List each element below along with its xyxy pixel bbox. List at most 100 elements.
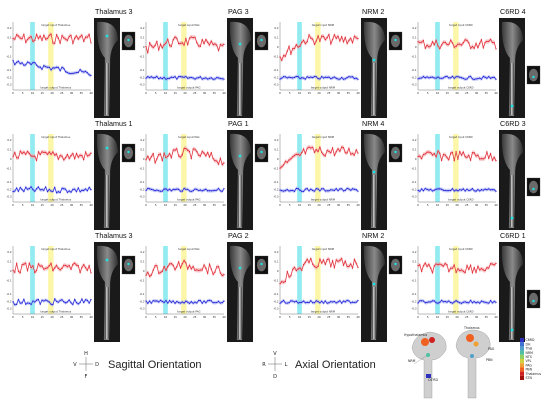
output-label: target output C6RD bbox=[448, 86, 473, 90]
input-point bbox=[165, 156, 167, 159]
input-point bbox=[304, 261, 307, 264]
output-point bbox=[216, 189, 218, 191]
output-point bbox=[306, 76, 308, 78]
output-point bbox=[439, 188, 441, 190]
output-point bbox=[462, 188, 464, 190]
input-point bbox=[453, 264, 455, 266]
sagittal-compass: H F V D bbox=[73, 351, 99, 380]
output-point bbox=[333, 189, 336, 192]
input-point bbox=[471, 151, 474, 154]
output-point bbox=[317, 188, 319, 190]
output-point bbox=[451, 188, 454, 190]
y-tick-label: 0.2 bbox=[274, 138, 278, 142]
output-label: target output NRM bbox=[311, 310, 335, 314]
output-point bbox=[433, 77, 435, 79]
output-point bbox=[317, 77, 319, 80]
output-point bbox=[306, 187, 308, 190]
output-point bbox=[148, 300, 151, 302]
input-point bbox=[297, 153, 299, 155]
x-tick-label: 30 bbox=[337, 315, 341, 319]
input-point bbox=[159, 43, 162, 45]
output-point bbox=[170, 301, 173, 304]
x-tick-label: 5 bbox=[427, 91, 429, 95]
input-point bbox=[25, 41, 27, 44]
output-point bbox=[460, 189, 463, 191]
y-tick-label: -0.1 bbox=[6, 68, 11, 72]
x-tick-label: 35 bbox=[213, 91, 217, 95]
input-point bbox=[486, 267, 488, 269]
output-point bbox=[488, 75, 490, 78]
x-tick-label: 5 bbox=[22, 91, 24, 95]
compass-bottom-letter: D bbox=[273, 374, 277, 380]
mri-sagittal-image bbox=[361, 18, 387, 118]
output-point bbox=[70, 191, 72, 193]
x-tick-label: 15 bbox=[174, 91, 178, 95]
input-point bbox=[214, 159, 216, 162]
input-point bbox=[455, 271, 457, 273]
output-point bbox=[477, 301, 479, 303]
output-point bbox=[330, 189, 332, 191]
output-point bbox=[295, 187, 297, 190]
input-point bbox=[308, 146, 310, 148]
output-point bbox=[86, 299, 89, 302]
output-point bbox=[190, 76, 192, 79]
input-point bbox=[15, 262, 18, 264]
input-point bbox=[440, 159, 443, 162]
output-point bbox=[444, 189, 446, 192]
output-point bbox=[183, 187, 185, 190]
input-point bbox=[178, 261, 180, 263]
roi-marker bbox=[105, 146, 109, 150]
panel-thalamus-3: Thalamus 30.20.10-0.1-0.1-0.2-0.30 5 10 15 2… bbox=[6, 7, 136, 118]
output-point bbox=[221, 78, 223, 80]
input-point bbox=[337, 148, 339, 150]
input-point bbox=[333, 34, 336, 36]
input-point bbox=[52, 269, 54, 272]
input-point bbox=[286, 161, 288, 163]
input-point bbox=[313, 265, 316, 268]
output-point bbox=[161, 300, 163, 303]
output-point bbox=[435, 77, 437, 79]
input-point bbox=[459, 269, 461, 272]
output-point bbox=[333, 76, 336, 78]
input-point bbox=[346, 42, 348, 45]
output-point bbox=[440, 299, 443, 302]
mri-spinal-cord bbox=[509, 63, 514, 115]
input-point bbox=[482, 269, 484, 271]
output-point bbox=[176, 300, 178, 303]
axial-roi-marker bbox=[127, 262, 130, 266]
output-point bbox=[174, 75, 176, 78]
output-point bbox=[468, 189, 470, 192]
input-point bbox=[293, 154, 296, 157]
legend-label: VPL bbox=[526, 359, 532, 363]
input-point bbox=[19, 272, 21, 274]
output-point bbox=[297, 302, 299, 304]
input-point bbox=[351, 267, 354, 269]
output-point bbox=[185, 75, 187, 78]
legend-label: PBN bbox=[526, 368, 533, 372]
output-point bbox=[479, 77, 481, 79]
input-point bbox=[462, 151, 464, 153]
output-point bbox=[482, 301, 484, 303]
input-point bbox=[281, 281, 283, 283]
output-point bbox=[25, 186, 27, 188]
output-point bbox=[455, 300, 457, 302]
input-point bbox=[312, 263, 314, 265]
x-tick-label: 30 bbox=[475, 91, 479, 95]
output-ci-band bbox=[13, 297, 91, 307]
output-point bbox=[459, 189, 461, 191]
output-point bbox=[422, 190, 425, 192]
stim-band-cyan bbox=[30, 246, 35, 314]
output-point bbox=[468, 302, 470, 304]
x-tick-label: 35 bbox=[347, 315, 351, 319]
input-point bbox=[205, 155, 207, 157]
input-point bbox=[192, 36, 194, 39]
y-tick-label: 0.1 bbox=[7, 36, 11, 40]
input-point bbox=[86, 36, 89, 38]
input-point bbox=[495, 48, 497, 50]
input-point bbox=[440, 264, 443, 266]
input-point bbox=[158, 153, 160, 156]
output-point bbox=[158, 78, 160, 80]
output-point bbox=[188, 190, 191, 192]
input-point bbox=[317, 35, 319, 37]
